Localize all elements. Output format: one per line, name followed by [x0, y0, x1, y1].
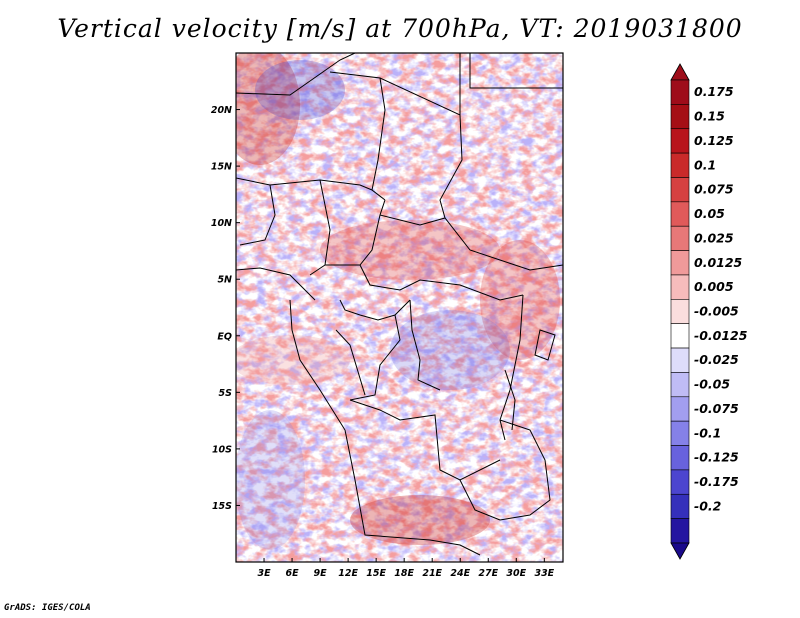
- lon-tick-label: 30E: [506, 568, 526, 579]
- lat-tick-label: 10S: [212, 444, 232, 455]
- colorbar-label: -0.025: [694, 352, 739, 367]
- colorbar-label: 0.175: [694, 84, 734, 99]
- lat-tick-label: 10N: [211, 218, 232, 229]
- lat-tick-label: 15N: [211, 162, 232, 173]
- lon-tick-label: 21E: [422, 568, 442, 579]
- lon-tick-label: 18E: [394, 568, 414, 579]
- country-borders: [236, 53, 563, 556]
- colorbar-segment: [670, 420, 690, 446]
- lat-tick-label: EQ: [217, 331, 232, 342]
- colorbar-label: -0.175: [694, 474, 739, 489]
- colorbar-segment: [670, 177, 690, 203]
- colorbar-label: 0.1: [694, 157, 716, 172]
- lat-tick-label: 5N: [217, 275, 232, 286]
- colorbar-label: -0.005: [694, 304, 739, 319]
- colorbar-top-arrow: [670, 63, 690, 81]
- colorbar-label: -0.075: [694, 401, 739, 416]
- colorbar-segment: [670, 445, 690, 471]
- colorbar-label: -0.0125: [694, 328, 748, 343]
- colorbar-label: 0.15: [694, 109, 725, 124]
- colorbar-segment: [670, 104, 690, 130]
- colorbar-segment: [670, 469, 690, 495]
- colorbar-segment: [670, 128, 690, 154]
- colorbar-segment: [670, 518, 690, 544]
- lon-tick-label: 15E: [366, 568, 386, 579]
- colorbar-segment: [670, 152, 690, 178]
- colorbar-label: 0.025: [694, 230, 734, 245]
- colorbar-bottom-arrow: [670, 542, 690, 560]
- lon-tick-label: 12E: [338, 568, 358, 579]
- velocity-field: [236, 53, 563, 562]
- colorbar-label: 0.05: [694, 206, 725, 221]
- lon-tick-label: 24E: [450, 568, 470, 579]
- colorbar-label: -0.125: [694, 450, 739, 465]
- colorbar-label: -0.2: [694, 498, 721, 513]
- colorbar-segment: [670, 323, 690, 349]
- colorbar-segment: [670, 299, 690, 324]
- colorbar-label: 0.125: [694, 133, 734, 148]
- lon-tick-label: 27E: [478, 568, 498, 579]
- lat-tick-label: 15S: [212, 501, 232, 512]
- plot-title: Vertical velocity [m/s] at 700hPa, VT: 2…: [57, 14, 743, 43]
- colorbar-segment: [670, 493, 690, 519]
- colorbar-segment: [670, 347, 690, 373]
- colorbar-label: 0.075: [694, 182, 734, 197]
- credit-label: GrADS: IGES/COLA: [4, 603, 91, 613]
- colorbar-segment: [670, 201, 690, 227]
- map-axes: 20N 15N 10N 5N EQ 5S 10S 15S 3E 6E 9E 12E 15E 18E 21E 2…: [211, 105, 555, 579]
- colorbar-segment: [670, 250, 690, 276]
- map-frame: [235, 52, 564, 563]
- lon-tick-label: 3E: [257, 568, 271, 579]
- colorbar-segment: [670, 79, 690, 105]
- colorbar: 0.175 0.15 0.125 0.1 0.075 0.05 0.025 0.0125 0.0…: [670, 63, 748, 560]
- colorbar-segment: [670, 274, 690, 300]
- colorbar-segment: [670, 225, 690, 251]
- colorbar-label: -0.1: [694, 425, 721, 440]
- lat-tick-label: 5S: [219, 388, 233, 399]
- colorbar-segment: [670, 396, 690, 422]
- colorbar-label: -0.05: [694, 377, 730, 392]
- lon-tick-label: 6E: [286, 568, 300, 579]
- colorbar-label: 0.0125: [694, 255, 743, 270]
- colorbar-segment: [670, 372, 690, 398]
- lon-tick-label: 33E: [534, 568, 554, 579]
- colorbar-label: 0.005: [694, 279, 734, 294]
- lat-tick-label: 20N: [211, 105, 232, 116]
- lon-tick-label: 9E: [314, 568, 328, 579]
